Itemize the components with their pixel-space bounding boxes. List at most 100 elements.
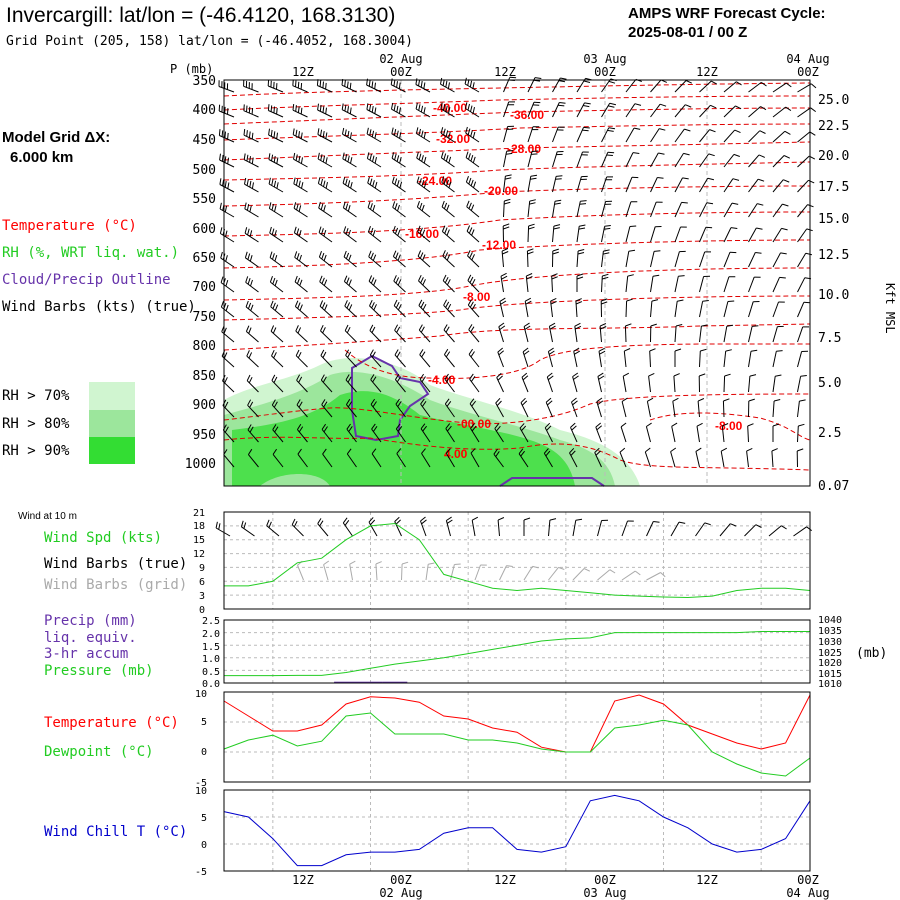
wind-barb	[650, 226, 662, 243]
wind-barb	[527, 101, 541, 118]
tick-label: 6	[199, 577, 205, 588]
wind-barb	[215, 521, 231, 537]
contour-label: -20.00	[484, 184, 518, 198]
wind-barb	[696, 422, 703, 443]
wind-barb	[625, 274, 634, 293]
wind-barb	[699, 129, 716, 143]
wind-barb	[527, 126, 540, 143]
wind-barb	[317, 177, 333, 193]
precip-sublabel-2: 3-hr accum	[44, 646, 128, 662]
precip-sublabel-1: liq. equiv.	[44, 630, 137, 646]
wind-barb	[748, 301, 760, 318]
wind-barb	[552, 248, 559, 268]
pressure-line	[224, 631, 810, 677]
model-grid-label: Model Grid ΔX:	[2, 129, 110, 146]
wind-barb	[548, 566, 565, 581]
tick-label: 10	[195, 786, 207, 797]
wind-barb	[772, 399, 781, 418]
wind-barb	[394, 373, 406, 393]
wind-barb	[721, 423, 729, 443]
wind-barb	[645, 422, 652, 443]
tick-label: 21	[193, 508, 205, 519]
tick-label: 850	[193, 369, 216, 384]
wind-barb	[320, 349, 333, 368]
wind-barb	[246, 350, 259, 368]
tick-label: 17.5	[818, 180, 849, 195]
wind-barb	[495, 397, 504, 418]
wind-barb	[292, 79, 308, 93]
wind-barb	[244, 177, 259, 193]
wind-barb	[391, 176, 406, 193]
wind-barb	[672, 397, 679, 418]
tick-label: 00Z	[390, 873, 412, 887]
wind-barb	[395, 398, 406, 418]
wind-barb	[547, 347, 555, 368]
contour-label: 4.00	[444, 447, 468, 461]
forecast-cycle-value: 2025-08-01 / 00 Z	[628, 24, 747, 41]
wind-barb	[503, 174, 512, 193]
wind-barb	[343, 250, 357, 268]
wind-barb	[748, 130, 766, 143]
wind-barb	[415, 127, 431, 143]
wind-barb	[293, 177, 308, 193]
wind-barb	[649, 348, 656, 368]
wind-barb	[420, 423, 431, 443]
forecast-cycle-label: AMPS WRF Forecast Cycle:	[628, 5, 826, 22]
tick-label: 00Z	[797, 873, 819, 887]
contour-label: -32.00	[436, 132, 470, 146]
wind-barb	[748, 276, 761, 293]
wind-barb	[797, 252, 813, 268]
wind-barb	[292, 128, 308, 143]
wind-barb	[601, 102, 617, 118]
wind-10m-label: Wind at 10 m	[18, 511, 77, 522]
wind-barb	[544, 422, 553, 443]
wind-barb	[218, 129, 235, 143]
precip-bar	[382, 681, 408, 683]
wind-barb	[240, 520, 255, 537]
wind-barb	[527, 223, 535, 243]
wind-barb	[267, 79, 284, 93]
wind-barb	[598, 347, 606, 368]
wind-barb	[367, 176, 382, 193]
wind-barb	[496, 372, 504, 393]
wind-barb	[552, 151, 564, 168]
wind-barb	[218, 104, 235, 118]
wind-barb	[601, 273, 609, 293]
wind-barb	[243, 104, 259, 118]
precip-label: Precip (mm)	[44, 613, 137, 629]
wind-barb	[748, 106, 767, 118]
wind-barb	[576, 102, 591, 118]
wind-barb	[601, 151, 615, 168]
tick-label: 550	[193, 192, 216, 207]
tick-label: 1030	[818, 637, 842, 648]
wind-barb	[466, 225, 480, 243]
wind-barbs-true-label: Wind Barbs (true)	[44, 556, 187, 572]
wind-barb	[595, 422, 603, 443]
wind-barb	[699, 153, 715, 168]
wind-barb	[625, 176, 639, 193]
wind-barb	[371, 423, 382, 443]
wind-barb	[519, 423, 529, 443]
wind-barb	[294, 300, 308, 318]
wind-barb	[650, 177, 664, 193]
wind-barb	[576, 126, 590, 143]
tick-label: 20.0	[818, 149, 849, 164]
wind-barb	[772, 374, 782, 393]
tick-label: 5	[201, 717, 207, 728]
wind-barb	[369, 324, 382, 343]
wind-chill-panel-grid	[224, 790, 810, 871]
wind-barb	[772, 155, 791, 168]
wind-barb	[674, 177, 689, 193]
cross-section-panel: -40.00 -36.00 -32.00 -28.00 -24.00 -20.0…	[170, 52, 897, 494]
wind-barb	[527, 199, 536, 218]
wind-barb	[699, 202, 714, 218]
wind-barb	[294, 251, 308, 268]
wind-barb	[441, 200, 455, 218]
wind-barb	[619, 447, 627, 468]
wind-barb	[321, 399, 333, 418]
wind-barb	[650, 201, 663, 218]
tick-label: 0	[199, 605, 205, 616]
wind-barb	[576, 175, 588, 193]
wind-barb	[367, 201, 382, 218]
wind-barb	[271, 349, 284, 368]
